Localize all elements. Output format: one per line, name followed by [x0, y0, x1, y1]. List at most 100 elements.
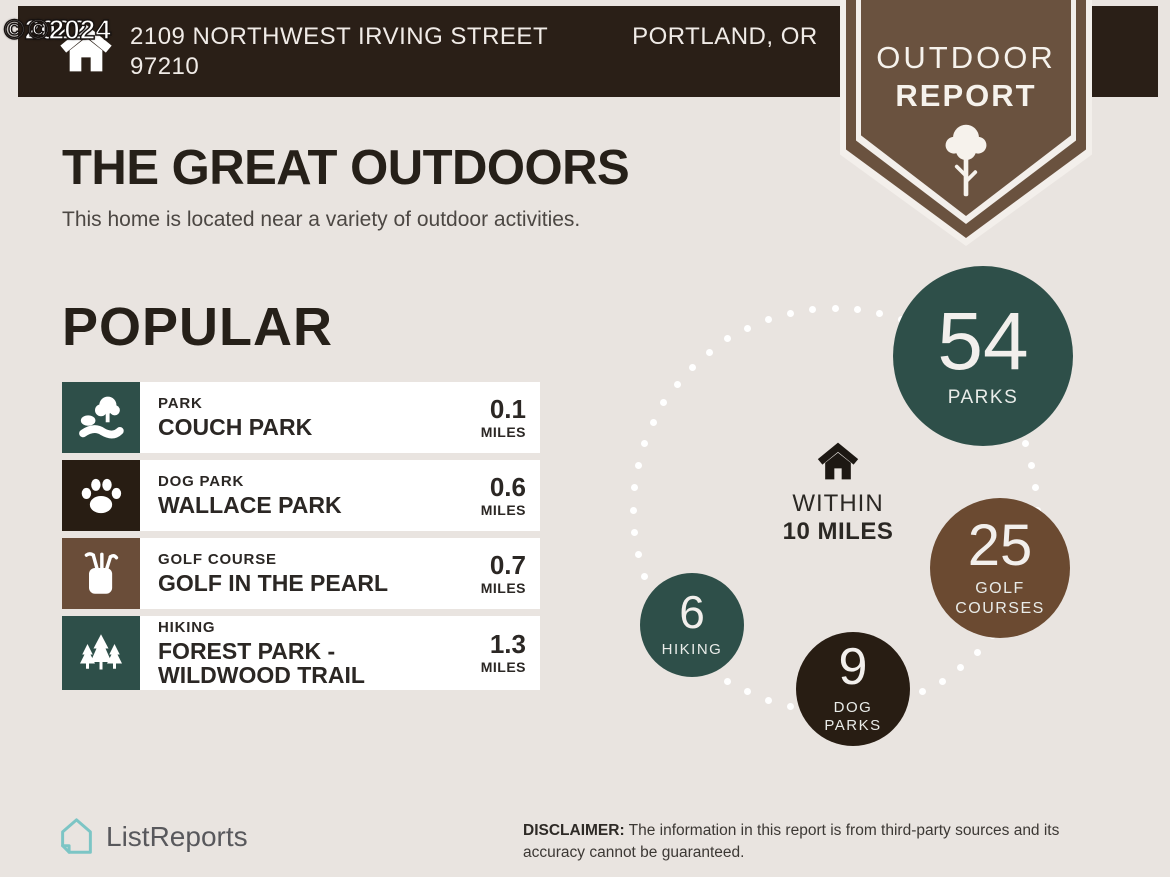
- item-distance-unit: MILES: [480, 659, 526, 675]
- radius-dot: [938, 677, 946, 685]
- item-category: HIKING: [158, 618, 216, 636]
- item-name: COUCH PARK: [158, 414, 313, 441]
- item-category: PARK: [158, 395, 203, 413]
- radius-dot: [764, 315, 772, 323]
- badge-title-line2: REPORT: [895, 78, 1037, 113]
- radius-dot: [786, 703, 794, 711]
- radius-dot: [1028, 461, 1036, 469]
- radius-dot: [974, 649, 982, 657]
- radius-dot: [688, 363, 696, 371]
- radius-dot: [724, 335, 732, 343]
- park-icon-tile: [62, 382, 140, 453]
- radius-dot: [630, 529, 638, 537]
- radius-dot: [634, 551, 642, 559]
- badge-title-line1: OUTDOOR: [876, 40, 1056, 75]
- radius-dot: [831, 304, 839, 312]
- item-name: WALLACE PARK: [158, 492, 342, 519]
- golf-icon-tile: [62, 538, 140, 609]
- bubble-label: PARKS: [947, 386, 1019, 408]
- list-item-text: HIKING FOREST PARK - WILDWOOD TRAIL: [140, 616, 434, 690]
- tree-icon: [945, 124, 987, 197]
- hiking-icon-tile: [62, 616, 140, 690]
- bubble-value: 25: [967, 513, 1033, 579]
- list-item-hiking: HIKING FOREST PARK - WILDWOOD TRAIL 1.3 …: [62, 616, 540, 690]
- address-city: PORTLAND, OR: [632, 23, 818, 50]
- item-category: GOLF COURSE: [158, 551, 277, 569]
- radius-dot: [673, 380, 681, 388]
- home-icon: [817, 442, 859, 480]
- item-distance-unit: MILES: [480, 423, 526, 440]
- radius-dot: [743, 324, 751, 332]
- disclaimer-text: The information in this report is from t…: [523, 822, 1060, 861]
- copyright-year-b: ©2024: [27, 13, 111, 45]
- radius-dot: [630, 483, 638, 491]
- miles-label: 10 MILES: [782, 518, 894, 545]
- item-distance: 0.6: [489, 471, 526, 502]
- bubble-label-line1: DOG: [833, 698, 873, 716]
- copyright-year-a: ©2022: [3, 13, 87, 45]
- disclaimer-label: DISCLAIMER:: [523, 822, 625, 839]
- radius-dot: [876, 309, 884, 317]
- within-label: WITHIN: [792, 490, 884, 517]
- property-address: 2109 NORTHWEST IRVING STREET PORTLAND, OR…: [130, 22, 818, 82]
- radius-dot: [1032, 483, 1040, 491]
- listreports-brand: ListReports: [58, 816, 248, 857]
- item-name: GOLF IN THE PEARL: [158, 570, 388, 597]
- list-item-park: PARK COUCH PARK 0.1 MILES: [62, 382, 540, 453]
- item-distance: 1.3: [489, 629, 526, 659]
- address-street: 2109 NORTHWEST IRVING STREET: [130, 23, 549, 50]
- radius-dot: [764, 697, 772, 705]
- bubble-label: GOLF COURSES: [955, 579, 1045, 617]
- paw-icon: [81, 478, 122, 513]
- item-distance-unit: MILES: [480, 579, 526, 596]
- copyright-watermark: ©2022 ©2024: [3, 13, 134, 50]
- bubble-label-line2: PARKS: [824, 716, 882, 734]
- list-item-dog-park: DOG PARK WALLACE PARK 0.6 MILES: [62, 460, 540, 531]
- popular-list: PARK COUCH PARK 0.1 MILES: [62, 382, 540, 697]
- outdoor-report-badge: OUTDOOR REPORT: [840, 0, 1092, 246]
- radius-dot: [724, 677, 732, 685]
- list-item-golf: GOLF COURSE GOLF IN THE PEARL 0.7 MILES: [62, 538, 540, 609]
- radius-dot: [705, 348, 713, 356]
- bubble-hiking: 6 HIKING: [640, 573, 744, 677]
- item-distance-block: 0.6 MILES: [434, 460, 540, 531]
- page-title: THE GREAT OUTDOORS: [62, 141, 630, 195]
- disclaimer: DISCLAIMER: The information in this repo…: [523, 820, 1115, 863]
- radius-dot: [808, 305, 816, 313]
- radius-dot: [640, 573, 648, 581]
- item-category: DOG PARK: [158, 473, 245, 491]
- golf-bag-icon: [84, 551, 119, 594]
- item-distance-block: 1.3 MILES: [434, 616, 540, 690]
- bubble-value: 6: [679, 586, 705, 639]
- item-distance-unit: MILES: [480, 501, 526, 518]
- radius-dot: [786, 309, 794, 317]
- brand-name: ListReports: [106, 820, 248, 852]
- bubble-label: DOG PARKS: [824, 699, 881, 735]
- item-distance-block: 0.1 MILES: [434, 382, 540, 453]
- park-icon: [79, 396, 124, 438]
- bubble-value: 9: [838, 638, 868, 697]
- radius-dot: [629, 506, 637, 514]
- address-zip: 97210: [130, 53, 200, 80]
- radius-dot: [649, 418, 657, 426]
- badge-content: OUTDOOR REPORT: [840, 0, 1092, 205]
- intro-section: THE GREAT OUTDOORS This home is located …: [62, 140, 630, 232]
- bubble-label-line1: GOLF: [975, 580, 1025, 598]
- radius-dot: [660, 399, 668, 407]
- bubble-golf-courses: 25 GOLF COURSES: [930, 498, 1070, 638]
- page-subtitle: This home is located near a variety of o…: [62, 208, 581, 231]
- list-item-text: PARK COUCH PARK: [140, 382, 434, 453]
- radius-dot: [634, 461, 642, 469]
- item-distance: 0.7: [489, 549, 526, 580]
- radius-dot: [743, 688, 751, 696]
- popular-heading: POPULAR: [62, 297, 334, 357]
- bubble-label-line2: COURSES: [955, 599, 1045, 617]
- pine-trees-icon: [80, 634, 122, 670]
- listreports-logo-icon: [61, 818, 92, 854]
- radius-dot: [957, 664, 965, 672]
- list-item-text: GOLF COURSE GOLF IN THE PEARL: [140, 538, 434, 609]
- item-name: FOREST PARK - WILDWOOD TRAIL: [158, 637, 365, 688]
- item-distance: 0.1: [489, 393, 526, 424]
- radius-center-label: WITHIN 10 MILES: [758, 441, 918, 546]
